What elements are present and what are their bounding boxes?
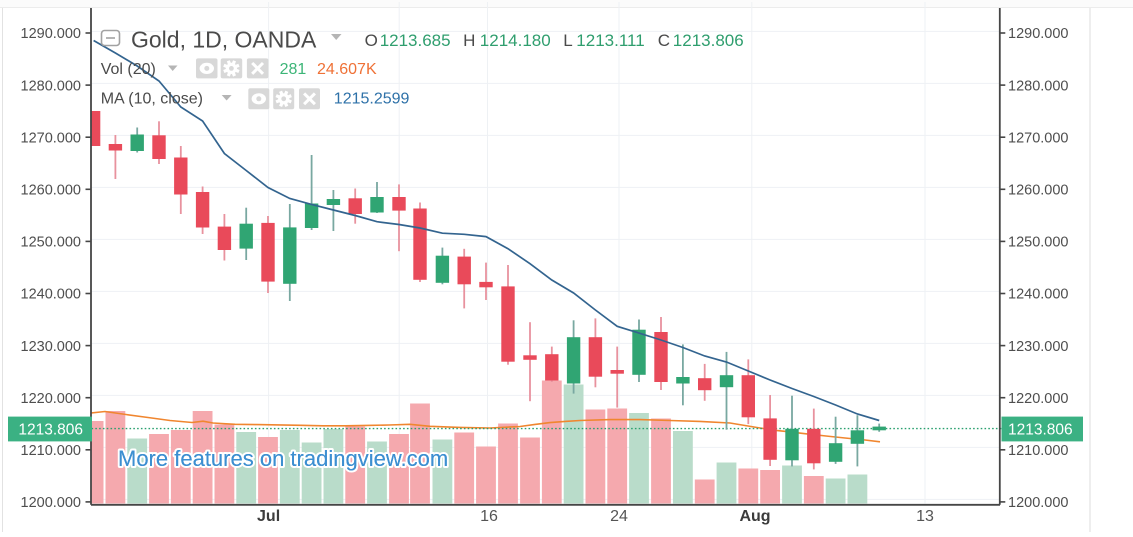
svg-text:1213.806: 1213.806 [1008,422,1073,439]
svg-text:1213.685: 1213.685 [380,31,451,50]
svg-text:1240.000: 1240.000 [1008,287,1068,303]
svg-text:1250.000: 1250.000 [21,235,81,251]
svg-text:1230.000: 1230.000 [1008,339,1068,355]
svg-text:1270.000: 1270.000 [1008,130,1068,146]
svg-text:1213.806: 1213.806 [673,31,744,50]
svg-text:O: O [365,31,378,50]
svg-text:L: L [563,31,572,50]
svg-text:24: 24 [610,508,628,525]
svg-text:1210.000: 1210.000 [21,443,81,459]
svg-text:Gold, 1D, OANDA: Gold, 1D, OANDA [131,27,317,53]
svg-text:1200.000: 1200.000 [1008,495,1068,511]
svg-text:Jul: Jul [257,508,280,525]
svg-text:MA (10, close): MA (10, close) [101,91,203,108]
svg-text:1220.000: 1220.000 [1008,391,1068,407]
svg-text:24.607K: 24.607K [317,61,377,78]
svg-text:1260.000: 1260.000 [21,183,81,199]
svg-text:281: 281 [280,61,307,78]
svg-text:1215.2599: 1215.2599 [334,91,410,108]
svg-text:More features on tradingview.c: More features on tradingview.com [118,446,448,471]
svg-text:16: 16 [480,508,498,525]
svg-text:1290.000: 1290.000 [21,26,81,42]
svg-text:1280.000: 1280.000 [1008,78,1068,94]
svg-text:1200.000: 1200.000 [21,495,81,511]
svg-text:More features on tradingview.c: More features on tradingview.com [118,446,448,471]
svg-text:Aug: Aug [739,508,770,525]
svg-text:1213.111: 1213.111 [576,31,644,50]
svg-text:1280.000: 1280.000 [21,78,81,94]
svg-text:1210.000: 1210.000 [1008,443,1068,459]
svg-text:1260.000: 1260.000 [1008,183,1068,199]
svg-text:1213.806: 1213.806 [18,422,83,439]
svg-text:1214.180: 1214.180 [480,31,551,50]
svg-text:1230.000: 1230.000 [21,339,81,355]
svg-text:1250.000: 1250.000 [1008,235,1068,251]
svg-text:H: H [463,31,475,50]
svg-text:Vol (20): Vol (20) [101,61,156,78]
svg-text:1220.000: 1220.000 [21,391,81,407]
svg-text:1240.000: 1240.000 [21,287,81,303]
svg-text:1290.000: 1290.000 [1008,26,1068,42]
svg-text:1270.000: 1270.000 [21,130,81,146]
svg-text:13: 13 [916,508,934,525]
svg-text:C: C [658,31,670,50]
